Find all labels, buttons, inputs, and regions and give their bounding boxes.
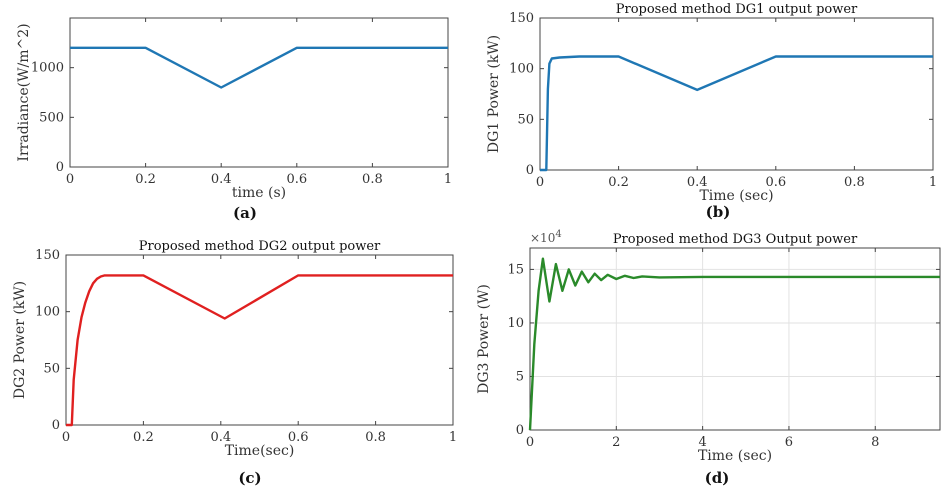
x-axis-label: Time (sec) xyxy=(699,188,773,204)
y-axis-label: DG1 Power (kW) xyxy=(486,35,502,153)
chart-title: Proposed method DG2 output power xyxy=(139,239,381,254)
series-line-c xyxy=(66,274,453,427)
y-tick-label: 150 xyxy=(35,248,60,263)
x-axis-label: Time(sec) xyxy=(225,443,295,459)
y-tick-label: 0 xyxy=(52,418,60,433)
x-tick-label: 0.6 xyxy=(286,172,307,187)
multiplier-base: ×10 xyxy=(530,231,555,245)
y-tick-label: 0 xyxy=(56,160,64,175)
y-tick-label: 15 xyxy=(507,262,524,277)
chart-title: Proposed method DG3 Output power xyxy=(613,232,858,247)
x-tick-label: 6 xyxy=(785,435,793,450)
x-tick-label: 0.8 xyxy=(362,172,383,187)
multiplier-exponent: 4 xyxy=(555,229,561,240)
chart-title: Proposed method DG1 output power xyxy=(616,2,858,17)
series-line-a xyxy=(70,46,448,89)
y-tick-label: 0 xyxy=(526,163,534,178)
plot-frame xyxy=(539,17,934,171)
x-tick-label: 1 xyxy=(449,430,457,445)
x-axis-label: time (s) xyxy=(232,185,286,201)
y-tick-label: 10 xyxy=(507,316,524,331)
y-tick-label: 500 xyxy=(39,110,64,125)
y-tick-label: 100 xyxy=(509,62,534,77)
x-tick-label: 0 xyxy=(62,430,70,445)
plot-frame xyxy=(529,247,941,431)
y-tick-label: 0 xyxy=(516,423,524,438)
plot-frame xyxy=(65,254,454,426)
x-tick-label: 0.4 xyxy=(211,172,232,187)
x-tick-label: 4 xyxy=(698,435,706,450)
x-tick-label: 1 xyxy=(929,175,937,190)
x-tick-label: 0.8 xyxy=(365,430,386,445)
x-tick-label: 0.4 xyxy=(687,175,708,190)
panel-caption: (c) xyxy=(238,469,261,487)
panel-b-dg1-power: 0 0.2 0.4 0.6 0.8 1 0 50 100 150 Proposed method D… xyxy=(486,2,937,221)
panel-caption: (d) xyxy=(705,469,730,487)
series-line-d xyxy=(528,257,940,431)
series-line-b xyxy=(540,55,933,172)
x-tick-label: 2 xyxy=(612,435,620,450)
x-axis-label: Time (sec) xyxy=(698,448,772,464)
x-tick-label: 1 xyxy=(444,172,452,187)
x-tick-label: 0.6 xyxy=(765,175,786,190)
y-tick-label: 5 xyxy=(516,369,524,384)
x-tick-label: 0.2 xyxy=(608,175,629,190)
x-tick-label: 0 xyxy=(536,175,544,190)
y-tick-label: 50 xyxy=(43,361,60,376)
x-tick-label: 0 xyxy=(526,435,534,450)
x-tick-label: 0.2 xyxy=(135,172,156,187)
panel-caption: (b) xyxy=(706,203,731,221)
plot-frame xyxy=(69,17,449,168)
x-tick-label: 0.6 xyxy=(288,430,309,445)
y-axis-label: Irradiance(W/m^2) xyxy=(16,23,32,161)
panel-a-irradiance: 0 0.2 0.4 0.6 0.8 1 0 500 1000 time (s) Irradiance… xyxy=(16,17,452,222)
y-axis-multiplier: ×104 xyxy=(530,229,562,245)
x-tick-label: 8 xyxy=(871,435,879,450)
y-tick-label: 150 xyxy=(509,11,534,26)
y-tick-label: 100 xyxy=(35,305,60,320)
y-tick-label: 50 xyxy=(517,112,534,127)
y-tick-label: 1000 xyxy=(31,61,64,76)
y-axis-label: DG2 Power (kW) xyxy=(12,281,28,399)
y-axis-label: DG3 Power (W) xyxy=(476,284,492,394)
x-tick-label: 0 xyxy=(66,172,74,187)
panel-c-dg2-power: 0 0.2 0.4 0.6 0.8 1 0 50 100 150 Proposed method D… xyxy=(12,239,457,487)
panel-d-dg3-power: 0 2 4 6 8 0 5 10 15 Proposed method DG3 Output po… xyxy=(476,229,941,487)
x-tick-label: 0.2 xyxy=(133,430,154,445)
x-tick-label: 0.4 xyxy=(210,430,231,445)
x-tick-label: 0.8 xyxy=(844,175,865,190)
panel-caption: (a) xyxy=(233,204,257,222)
